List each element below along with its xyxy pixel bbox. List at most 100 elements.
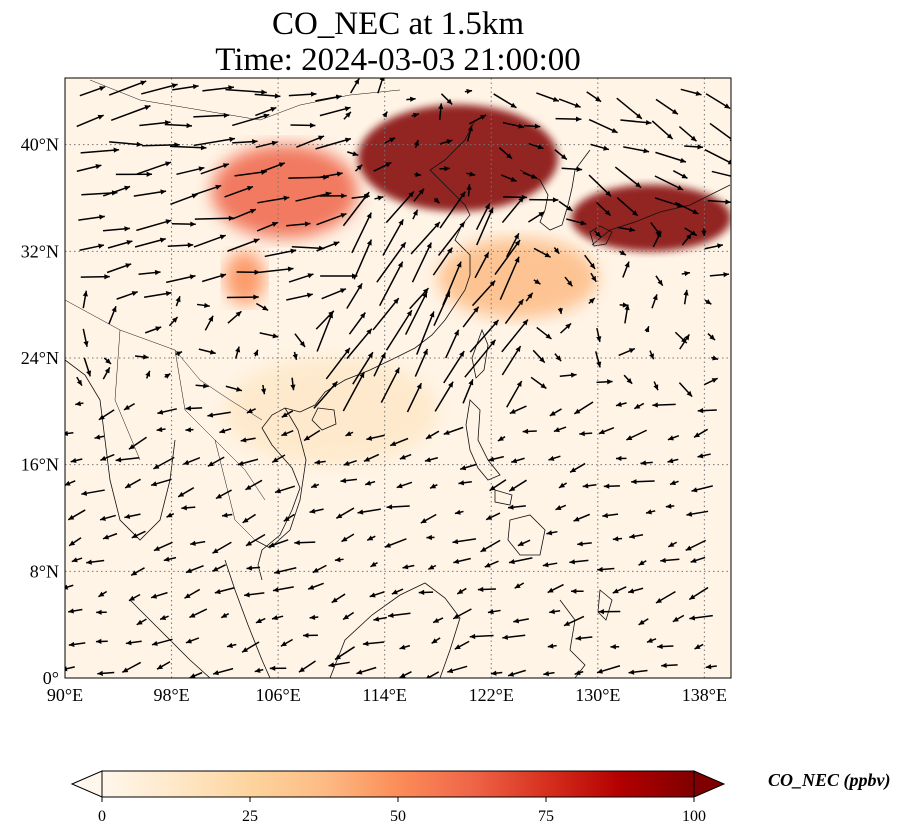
wind-vector-head [513, 618, 520, 624]
wind-vector-head [459, 191, 466, 198]
wind-vector-head [552, 197, 559, 203]
wind-vector-head [537, 144, 544, 150]
map-title-line2: Time: 2024-03-03 21:00:00 [215, 42, 581, 78]
wind-vector-head [539, 356, 545, 363]
wind-vector-head [281, 412, 288, 418]
wind-vector-head [283, 195, 290, 201]
wind-vector-head [619, 250, 626, 256]
wind-vector-head [516, 380, 522, 387]
wind-vector-head [484, 562, 491, 568]
wind-vector [499, 256, 520, 300]
wind-vector-head [304, 221, 311, 227]
wind-vector-head [444, 166, 450, 172]
wind-vector-head [466, 88, 473, 94]
wind-vector-head [309, 614, 316, 620]
wind-vector-head [269, 665, 276, 671]
wind-vector-head [511, 458, 518, 464]
co-plume [211, 144, 359, 238]
coastline-visayas [494, 489, 513, 506]
wind-vector-head [416, 383, 422, 390]
wind-vector [225, 88, 267, 94]
wind-vector-head [262, 305, 269, 311]
wind-vector-head [271, 222, 278, 227]
wind-vector [136, 161, 172, 175]
colorbar-tick-label: 75 [538, 808, 554, 825]
wind-vector-head [534, 278, 541, 285]
wind-vector [227, 238, 260, 252]
wind-vector-head [274, 93, 281, 99]
wind-vector-head [668, 541, 675, 547]
colorbar-tick-label: 100 [682, 808, 706, 825]
wind-vector-head [408, 191, 414, 198]
wind-vector-head [270, 107, 277, 112]
wind-vector-head [509, 408, 516, 414]
wind-vector-head [446, 98, 453, 105]
wind-vector-head [380, 352, 386, 359]
wind-vector-head [344, 137, 351, 143]
wind-vector-head [692, 209, 699, 214]
wind-vector-head [304, 435, 310, 441]
wind-vector-head [246, 408, 253, 414]
wind-vector-head [426, 674, 431, 678]
wind-vector-head [538, 211, 545, 217]
wind-vector-head [400, 242, 406, 249]
wind-vector-head [242, 517, 249, 523]
wind-vector-head [65, 480, 71, 486]
wind-vector-head [390, 441, 397, 446]
wind-vector-head [602, 512, 609, 519]
wind-vector-head [415, 171, 422, 178]
colorbar-bar [101, 770, 695, 798]
wind-vector-head [446, 139, 453, 145]
wind-vector [372, 297, 400, 331]
wind-vector-head [429, 311, 435, 318]
wind-vector-head [453, 613, 460, 619]
wind-vector-head [136, 619, 143, 625]
wind-vector-head [480, 114, 487, 120]
wind-vector-head [684, 334, 690, 341]
wind-vector-head [685, 545, 692, 551]
wind-vector-head [198, 166, 205, 172]
wind-vector-head [261, 89, 267, 95]
wind-vector-head [649, 353, 654, 360]
wind-vector-head [131, 570, 138, 576]
wind-vector-head [142, 354, 149, 360]
wind-vector-head [570, 467, 577, 473]
wind-vector-head [86, 370, 92, 377]
wind-vector-head [612, 536, 619, 542]
wind-vector-head [367, 535, 374, 541]
wind-vector-head [125, 263, 132, 269]
wind-vector-head [705, 664, 712, 670]
wind-vector-head [677, 185, 684, 190]
wind-vector [439, 191, 466, 229]
wind-vector-head [165, 161, 172, 167]
wind-vector-head [125, 482, 132, 488]
wind-vector [378, 261, 404, 307]
wind-vector-head [156, 426, 163, 433]
wind-vector-head [136, 141, 143, 147]
wind-vector [133, 190, 167, 197]
wind-vector [325, 347, 351, 380]
wind-vector [416, 311, 435, 355]
wind-vector-head [438, 103, 444, 110]
wind-vector-head [359, 372, 365, 379]
wind-vector-head [628, 669, 635, 675]
wind-vector [108, 80, 147, 96]
wind-vector-head [469, 171, 476, 177]
wind-vector-head [653, 384, 659, 391]
wind-vector-head [589, 263, 596, 269]
wind-vector-head [333, 241, 340, 247]
wind-vector-head [386, 504, 393, 510]
co-plume [571, 184, 731, 252]
wind-vector-head [574, 102, 581, 108]
wind-vector-head [271, 615, 278, 621]
lon-tick-label: 138°E [682, 685, 727, 705]
wind-vector-head [603, 145, 609, 151]
wind-vector-head [357, 283, 363, 290]
wind-vector [501, 196, 525, 224]
wind-vector-head [357, 509, 364, 515]
coastline-luzon [465, 399, 501, 481]
wind-vector-head [573, 516, 580, 522]
wind-vector-head [575, 116, 582, 122]
wind-vector-head [244, 592, 250, 598]
wind-vector-head [303, 632, 309, 639]
